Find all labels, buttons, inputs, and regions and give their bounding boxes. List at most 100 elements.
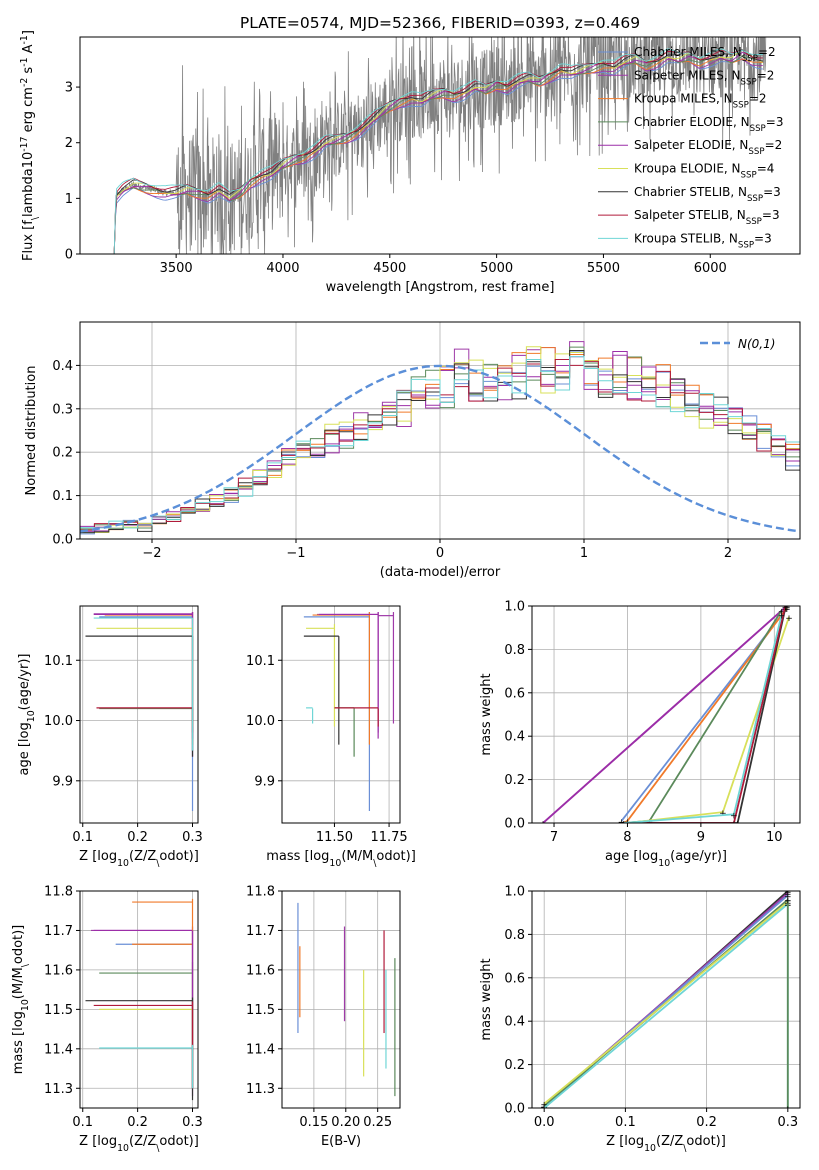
errorbar-point-5 [306, 624, 336, 727]
plot-area-age-vs-Z [80, 606, 198, 823]
histogram-step-8 [80, 356, 800, 529]
model-line-7 [113, 49, 763, 254]
y-tick-label: 0 [65, 248, 73, 263]
y-tick-label: 11.6 [246, 963, 275, 978]
series-marker: + [620, 820, 628, 830]
series-line-6 [623, 608, 787, 823]
legend-label-5: Kroupa ELODIE, NSSP=4 [634, 162, 774, 181]
x-tick-label: 0.2 [696, 1115, 717, 1130]
y-tick-label: 11.7 [246, 924, 275, 939]
errorbar-point-9 [378, 612, 395, 724]
series-marker: + [540, 1105, 548, 1115]
axes-frame [531, 605, 801, 824]
series-marker: + [539, 820, 547, 830]
y-axis-label: age [log10(age/yr)] [17, 654, 37, 776]
series-line-5 [543, 903, 789, 1108]
axes-mass-vs-Z: 0.1 0.2 0.3 11.3 11.4 11.5 11.6 11.7 11.8 Z [log1… [11, 885, 203, 1154]
series-marker: + [624, 820, 632, 830]
y-axis-label: mass [log10(M/M\odot)] [11, 925, 31, 1075]
x-tick-label: 0.3 [182, 830, 203, 845]
axes-residuals: −2 −1 0 1 2 0.0 0.1 0.2 0.3 0.4 (data-model)/error… [24, 321, 801, 580]
figure-title: PLATE=0574, MJD=52366, FIBERID=0393, z=0… [240, 14, 640, 32]
series-marker: + [734, 820, 742, 830]
y-tick-label: 11.5 [44, 1003, 73, 1018]
x-axis-label: mass [log10(M/M\odot)] [266, 849, 416, 869]
histogram-step-5 [80, 346, 800, 534]
y-tick-label: 0.4 [504, 1015, 525, 1030]
y-tick-label: 0.2 [52, 446, 73, 461]
series-marker: + [785, 614, 793, 624]
x-tick-label: 0.3 [182, 1115, 203, 1130]
legend-label-6: Chabrier STELIB, NSSP=3 [634, 185, 781, 204]
y-tick-label: 0.0 [504, 1102, 525, 1117]
x-axis-label: age [log10(age/yr)] [605, 849, 727, 869]
axes-frame [79, 890, 199, 1109]
axes-age-vs-mass: 11.50 11.75 9.9 10.0 10.1 mass [log10(M/M\odo… [246, 605, 416, 869]
legend-label-1: Salpeter MILES, NSSP=2 [634, 68, 774, 87]
errorbar-point-8 [93, 617, 194, 751]
y-tick-label: 10.0 [246, 714, 275, 729]
x-tick-label: 5000 [480, 261, 513, 276]
plot-area-age-vs-mass [282, 606, 400, 823]
y-tick-label: 1 [65, 192, 73, 207]
errorbar-point-8 [306, 707, 314, 724]
y-tick-label: 0.4 [504, 730, 525, 745]
y-tick-label: 10.0 [44, 714, 73, 729]
axes-frame [79, 605, 199, 824]
y-tick-label: 9.9 [254, 774, 275, 789]
y-tick-label: 3 [65, 81, 73, 96]
x-tick-label: 9 [697, 830, 705, 845]
x-tick-label: 0.25 [363, 1115, 392, 1130]
y-tick-label: 11.8 [246, 885, 275, 900]
series-marker: + [778, 607, 786, 617]
histogram-step-2 [80, 347, 800, 531]
y-tick-label: 11.4 [44, 1042, 73, 1057]
x-axis-label: (data-model)/error [380, 565, 501, 580]
axes-frame [531, 890, 801, 1109]
series-marker: + [782, 605, 790, 615]
series-marker: + [783, 605, 791, 615]
y-tick-label: 0.3 [52, 402, 73, 417]
x-axis-label: Z [log10(Z/Z\odot)] [79, 1134, 199, 1154]
errorbar-point-6 [85, 635, 194, 757]
legend-label-0: Chabrier MILES, NSSP=2 [634, 45, 776, 64]
y-tick-label: 0.2 [504, 773, 525, 788]
y-tick-label: 1.0 [504, 885, 525, 900]
histogram-step-0 [80, 350, 800, 535]
y-tick-label: 11.4 [246, 1042, 275, 1057]
series-marker: + [719, 809, 727, 819]
errorbar-point-1 [90, 929, 194, 1097]
y-tick-label: 10.1 [246, 654, 275, 669]
errorbar-point-3 [99, 707, 194, 751]
histogram-step-7 [80, 359, 800, 531]
axes-frame [79, 36, 801, 255]
legend-label-4: Salpeter ELODIE, NSSP=2 [634, 138, 782, 157]
errorbar-point-7 [93, 1001, 194, 1089]
y-tick-label: 11.6 [44, 963, 73, 978]
x-tick-label: −2 [142, 546, 161, 561]
histogram-step-6 [80, 349, 800, 534]
y-tick-label: 11.8 [44, 885, 73, 900]
x-tick-label: 4500 [373, 261, 406, 276]
legend-label-normal: N(0,1) [738, 337, 775, 351]
legend-spectrum: Chabrier MILES, NSSP=2 Salpeter MILES, NS… [598, 45, 783, 250]
y-axis-label: Normed distribution [24, 366, 39, 496]
y-tick-label: 0.2 [504, 1058, 525, 1073]
series-line-8 [623, 614, 783, 823]
x-tick-label: 1 [580, 546, 588, 561]
y-axis-label: mass weight [479, 673, 494, 755]
series-line-7 [623, 606, 787, 823]
x-tick-label: 0.20 [331, 1115, 360, 1130]
axes-age-vs-Z: 0.1 0.2 0.3 9.9 10.0 10.1 Z [log10(Z/Z\odot)] a… [17, 605, 203, 869]
x-tick-label: 11.75 [370, 830, 407, 845]
axes-spectrum: 3500 4000 4500 5000 5500 6000 0 1 2 3 wavelength [… [19, 30, 801, 295]
axes-mass-weight-vs-age: ++++++++++++++++++++++++7 8 9 10 0.0 0.2 0.4 0.… [479, 600, 801, 869]
series-marker: + [624, 818, 632, 828]
x-tick-label: 0.1 [72, 830, 93, 845]
y-tick-label: 0.6 [504, 971, 525, 986]
x-tick-label: 7 [550, 830, 558, 845]
x-tick-label: 0.2 [127, 1115, 148, 1130]
axes-mass-vs-EBV: 0.15 0.20 0.25 11.3 11.4 11.5 11.6 11.7 11.8 E(B-… [246, 885, 401, 1149]
y-tick-label: 0.8 [504, 928, 525, 943]
